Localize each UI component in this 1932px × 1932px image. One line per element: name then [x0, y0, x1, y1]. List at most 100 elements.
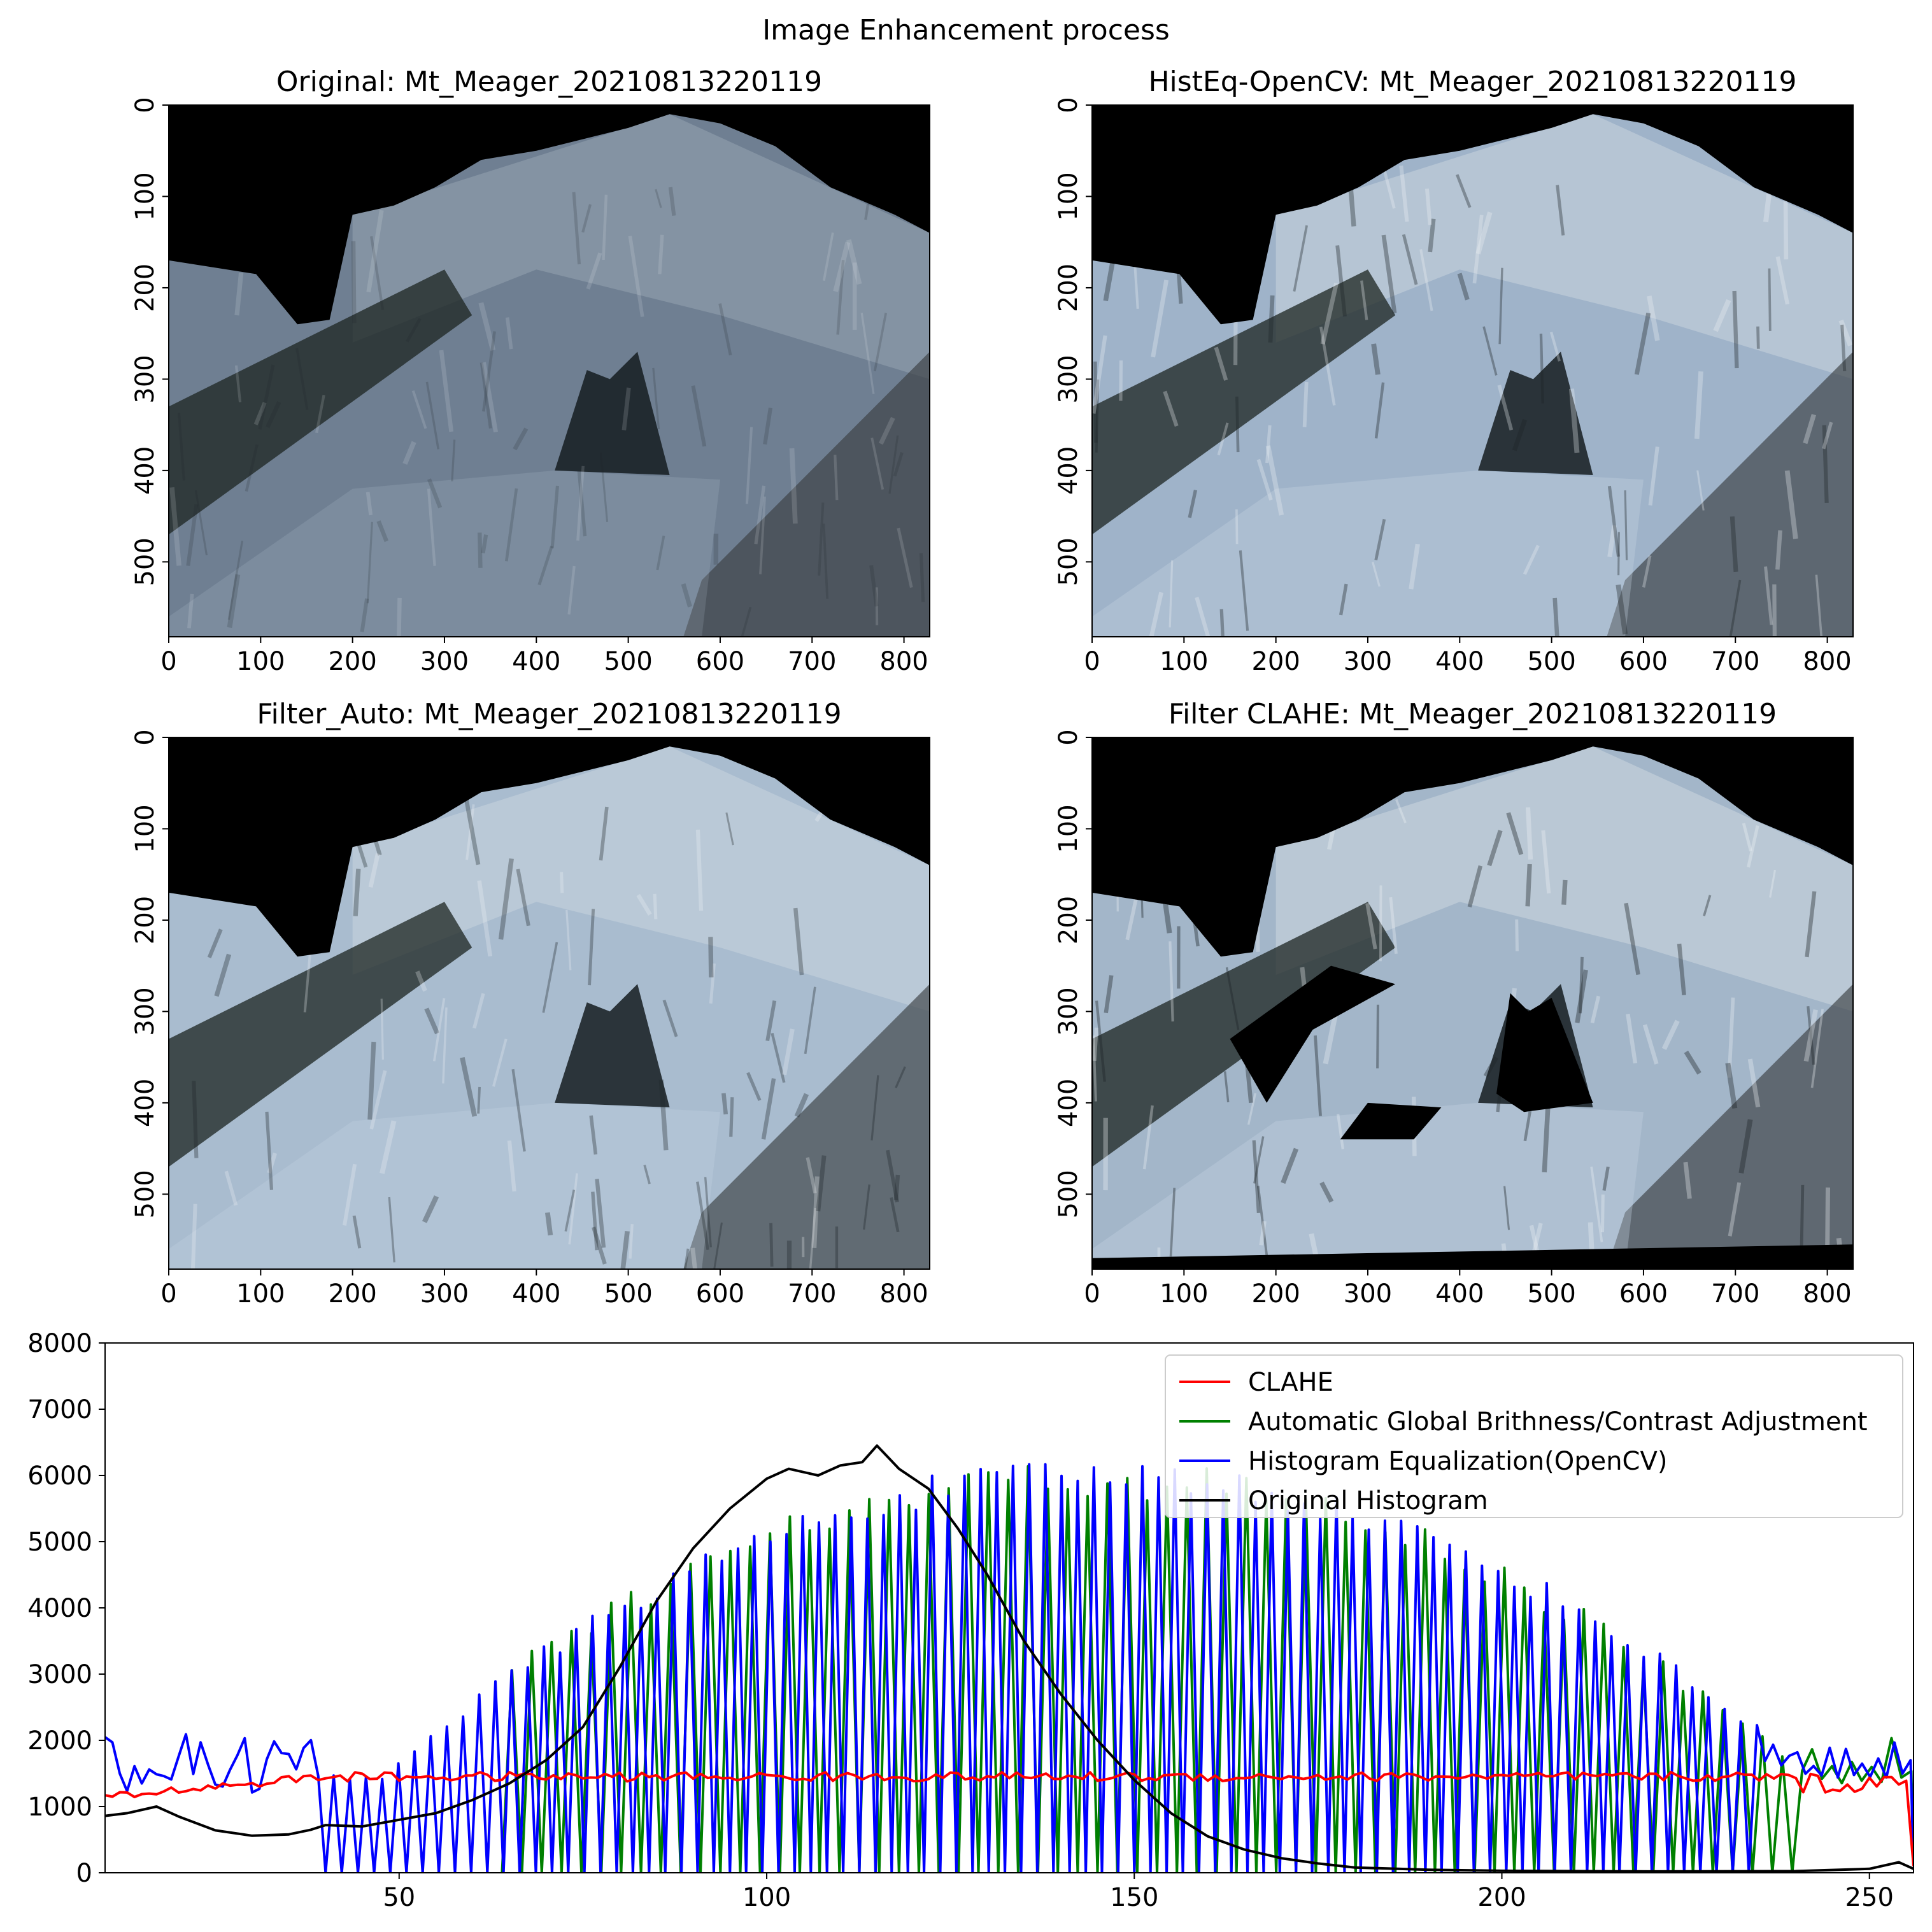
- y-tick-label: 0: [131, 729, 160, 745]
- texture-streak: [836, 260, 845, 335]
- texture-streak: [1319, 326, 1336, 406]
- texture-streak: [1600, 1194, 1605, 1233]
- figure-title: Image Enhancement process: [762, 14, 1170, 46]
- texture-streak: [1542, 1104, 1551, 1173]
- y-tick-label: 300: [131, 987, 160, 1035]
- texture-streak: [653, 893, 658, 920]
- texture-streak: [1805, 891, 1817, 958]
- texture-streak: [591, 1191, 599, 1251]
- image-panel: Original: Mt_Meager_20210813220119 0 100 20…: [131, 66, 930, 676]
- texture-streak: [1772, 584, 1777, 637]
- texture-streak: [622, 387, 631, 430]
- texture-streak: [1467, 865, 1483, 908]
- y-tick-label: 500: [131, 537, 160, 586]
- texture-streak: [1092, 1027, 1098, 1062]
- texture-streak: [794, 1093, 809, 1118]
- texture-streak: [1769, 869, 1776, 898]
- texture-streak: [1607, 525, 1617, 558]
- texture-streak: [380, 998, 384, 1060]
- texture-streak: [550, 485, 560, 549]
- texture-streak: [1624, 490, 1628, 560]
- x-tick-label: 700: [788, 1279, 836, 1309]
- y-tick-label: 100: [131, 804, 160, 853]
- texture-streak: [1803, 413, 1816, 444]
- texture-streak: [658, 1079, 669, 1151]
- texture-streak: [481, 534, 488, 554]
- x-tick-label: 300: [1344, 1279, 1392, 1309]
- texture-streak: [194, 490, 208, 556]
- y-tick-label: 5000: [27, 1528, 92, 1557]
- texture-streak: [658, 234, 664, 274]
- y-tick-label: 200: [1054, 264, 1083, 312]
- texture-streak: [451, 439, 456, 481]
- texture-streak: [415, 970, 427, 992]
- texture-streak: [676, 1248, 690, 1269]
- texture-streak: [504, 488, 518, 562]
- legend-label: Histogram Equalization(OpenCV): [1248, 1447, 1667, 1476]
- texture-streak: [295, 348, 309, 410]
- mountain-shadow: [169, 269, 472, 535]
- texture-streak: [1169, 1188, 1176, 1257]
- texture-streak: [1822, 422, 1833, 450]
- x-tick-label: 800: [1803, 647, 1851, 676]
- texture-streak: [1168, 560, 1174, 628]
- texture-streak: [1549, 331, 1561, 362]
- texture-streak: [1195, 597, 1212, 637]
- texture-streak: [1475, 211, 1493, 255]
- y-tick-label: 3000: [27, 1660, 92, 1689]
- texture-streak: [576, 465, 585, 541]
- texture-streak: [1764, 566, 1773, 625]
- y-tick-label: 8000: [27, 1329, 92, 1358]
- texture-streak: [1389, 897, 1398, 955]
- texture-streak: [267, 1153, 277, 1174]
- texture-streak: [1725, 579, 1742, 637]
- x-tick-label: 0: [160, 647, 176, 676]
- mountain-gully: [555, 352, 670, 476]
- texture-streak: [1293, 225, 1308, 292]
- texture-streak: [1694, 371, 1703, 439]
- texture-streak: [897, 527, 913, 588]
- x-tick-label: 600: [1619, 1279, 1668, 1309]
- texture-streak: [351, 241, 357, 323]
- texture-streak: [190, 1204, 197, 1269]
- texture-streak: [709, 963, 716, 1004]
- texture-streak: [1525, 807, 1533, 860]
- texture-streak: [1775, 530, 1782, 570]
- texture-streak: [662, 999, 678, 1037]
- texture-streak: [1624, 902, 1640, 976]
- texture-streak: [870, 1075, 879, 1140]
- texture-streak: [1457, 273, 1470, 301]
- debris-fan: [169, 1102, 720, 1269]
- texture-streak: [818, 502, 825, 576]
- x-tick-label: 600: [696, 647, 744, 676]
- texture-streak: [1225, 967, 1240, 1030]
- texture-streak: [482, 331, 496, 412]
- texture-streak: [402, 441, 416, 465]
- texture-streak: [602, 194, 608, 260]
- texture-streak: [303, 954, 311, 1012]
- mountain-shadow: [169, 902, 472, 1167]
- texture-streak: [1265, 425, 1272, 464]
- y-tick-label: 1000: [27, 1793, 92, 1822]
- texture-streak: [224, 1170, 238, 1206]
- y-tick-label: 400: [131, 446, 160, 495]
- texture-streak: [564, 1190, 576, 1232]
- texture-streak: [1683, 1161, 1692, 1199]
- panel-title: Filter CLAHE: Mt_Meager_20210813220119: [1168, 698, 1777, 730]
- texture-streak: [1742, 823, 1752, 851]
- texture-streak: [696, 1181, 709, 1250]
- x-tick-label: 100: [1160, 1279, 1208, 1309]
- texture-streak: [1314, 1035, 1322, 1116]
- mountain-summit: [352, 746, 930, 1012]
- texture-streak: [655, 188, 662, 208]
- texture-streak: [1607, 485, 1621, 557]
- texture-streak: [1256, 1186, 1268, 1258]
- texture-streak: [1784, 470, 1798, 539]
- x-tick-label: 800: [1803, 1279, 1851, 1309]
- texture-streak: [690, 1247, 702, 1269]
- texture-streak: [1523, 1107, 1532, 1142]
- texture-streak: [1256, 458, 1273, 501]
- texture-streak: [1730, 516, 1738, 572]
- texture-streak: [1302, 381, 1309, 427]
- panel-title: HistEq-OpenCV: Mt_Meager_20210813220119: [1148, 66, 1796, 98]
